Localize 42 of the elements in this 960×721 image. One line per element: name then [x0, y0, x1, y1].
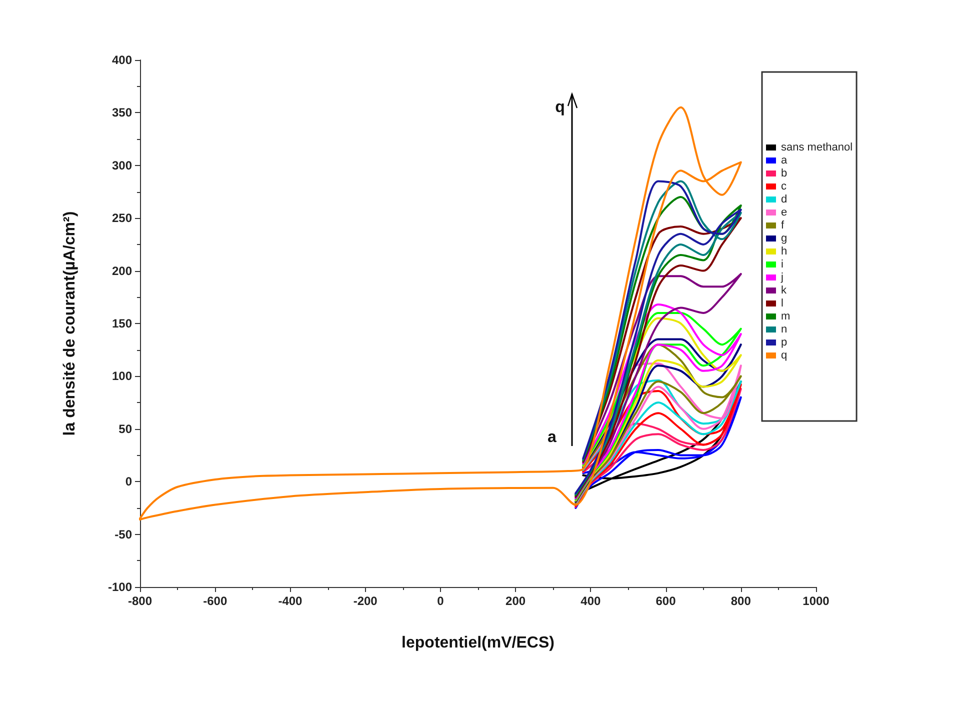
legend-label: k — [781, 284, 787, 296]
legend-label: i — [781, 258, 784, 270]
x-tick-label: 800 — [730, 594, 752, 608]
legend-label: l — [781, 298, 784, 310]
x-tick-label: 0 — [437, 594, 444, 608]
legend-label: f — [781, 220, 785, 232]
x-axis-title: lepotentiel(mV/ECS) — [402, 634, 554, 652]
legend-label: sans methanol — [781, 142, 853, 154]
annotation: a — [548, 429, 557, 446]
legend-label: p — [781, 336, 788, 348]
annotation: q — [555, 99, 565, 116]
legend-label: m — [781, 310, 790, 322]
y-tick-label: 150 — [112, 316, 132, 330]
legend-label: e — [781, 206, 788, 218]
legend-label: d — [781, 194, 788, 206]
y-tick-label: 50 — [118, 422, 132, 436]
legend-label: q — [781, 350, 788, 362]
x-tick-label: -800 — [128, 594, 152, 608]
y-tick-label: 200 — [112, 264, 132, 278]
y-tick-label: 300 — [112, 158, 132, 172]
y-tick-label: 400 — [112, 53, 132, 67]
x-tick-label: 400 — [580, 594, 601, 608]
legend-label: b — [781, 168, 788, 180]
y-tick-label: 0 — [125, 474, 132, 489]
x-tick-label: 600 — [656, 594, 676, 608]
x-tick-label: -400 — [278, 594, 303, 608]
legend-label: n — [781, 324, 788, 336]
legend-label: c — [781, 180, 787, 192]
x-tick-label: 200 — [506, 594, 526, 608]
y-tick-label: 100 — [112, 369, 132, 384]
y-tick-label: -100 — [108, 580, 132, 594]
y-tick-label: -50 — [114, 527, 132, 542]
y-tick-label: 250 — [112, 211, 132, 226]
legend-label: h — [781, 246, 788, 258]
y-axis-title: la densité de courant(µA/cm²) — [62, 211, 78, 436]
legend-label: j — [780, 272, 784, 284]
y-tick-label: 350 — [112, 106, 132, 120]
x-tick-label: 1000 — [802, 594, 830, 608]
legend-label: a — [781, 154, 788, 166]
x-tick-label: -200 — [353, 594, 378, 608]
legend-label: g — [781, 232, 788, 244]
x-tick-label: -600 — [203, 594, 228, 608]
